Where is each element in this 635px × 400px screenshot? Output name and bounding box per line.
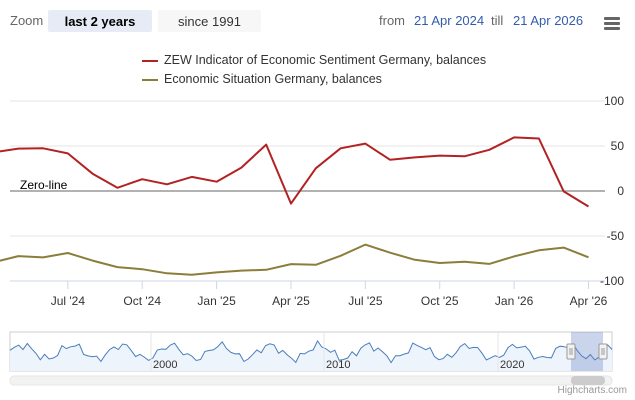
navigator-year-label: 2000 bbox=[153, 359, 177, 371]
scrollbar-thumb[interactable] bbox=[571, 376, 605, 385]
series-line-situation bbox=[0, 243, 589, 276]
legend-swatch-situation bbox=[142, 79, 158, 81]
credits-link[interactable]: Highcharts.com bbox=[557, 385, 627, 396]
chart-legend: ZEW Indicator of Economic Sentiment Germ… bbox=[140, 52, 486, 90]
navigator-series bbox=[9, 340, 613, 364]
y-tick-label: -100 bbox=[600, 274, 624, 288]
range-toolbar: Zoom last 2 years since 1991 from 21 Apr… bbox=[0, 0, 635, 40]
x-tick-label: Apr '26 bbox=[570, 294, 608, 308]
navigator-area bbox=[10, 341, 612, 371]
x-tick-label: Jan '26 bbox=[495, 294, 534, 308]
from-date-input[interactable]: 21 Apr 2024 bbox=[414, 13, 485, 28]
from-label: from bbox=[379, 13, 405, 28]
legend-swatch-sentiment bbox=[142, 60, 158, 62]
navigator-year-label: 2010 bbox=[326, 359, 350, 371]
legend-item-sentiment[interactable]: ZEW Indicator of Economic Sentiment Germ… bbox=[140, 52, 486, 71]
x-tick-label: Jan '25 bbox=[197, 294, 236, 308]
legend-item-situation[interactable]: Economic Situation Germany, balances bbox=[140, 71, 486, 90]
x-tick-label: Oct '25 bbox=[421, 294, 459, 308]
y-tick-label: -50 bbox=[607, 229, 625, 243]
navigator-handle[interactable] bbox=[566, 343, 576, 360]
hamburger-menu-icon[interactable] bbox=[600, 14, 622, 32]
till-date-input[interactable]: 21 Apr 2026 bbox=[513, 13, 584, 28]
navigator-year-label: 2020 bbox=[500, 359, 524, 371]
navigator-handle-body bbox=[566, 343, 576, 360]
range-button-since-1991[interactable]: since 1991 bbox=[158, 10, 261, 32]
navigator-mask bbox=[571, 332, 603, 371]
y-tick-label: 0 bbox=[617, 184, 624, 198]
navigator-handle[interactable] bbox=[598, 343, 608, 360]
zoom-label: Zoom bbox=[10, 13, 44, 28]
series-line-sentiment bbox=[0, 136, 590, 208]
legend-label-situation: Economic Situation Germany, balances bbox=[164, 72, 382, 86]
y-tick-label: 100 bbox=[604, 94, 624, 108]
zero-line-label: Zero-line bbox=[20, 178, 68, 192]
navigator-handle-body bbox=[598, 343, 608, 360]
legend-label-sentiment: ZEW Indicator of Economic Sentiment Germ… bbox=[164, 53, 487, 67]
till-label: till bbox=[491, 13, 504, 28]
y-tick-label: 50 bbox=[611, 139, 625, 153]
x-tick-label: Apr '25 bbox=[272, 294, 310, 308]
range-button-last-2-years[interactable]: last 2 years bbox=[48, 10, 152, 32]
x-tick-label: Jul '24 bbox=[51, 294, 86, 308]
scrollbar-track bbox=[9, 375, 613, 386]
x-tick-label: Jul '25 bbox=[348, 294, 383, 308]
x-tick-label: Oct '24 bbox=[123, 294, 161, 308]
